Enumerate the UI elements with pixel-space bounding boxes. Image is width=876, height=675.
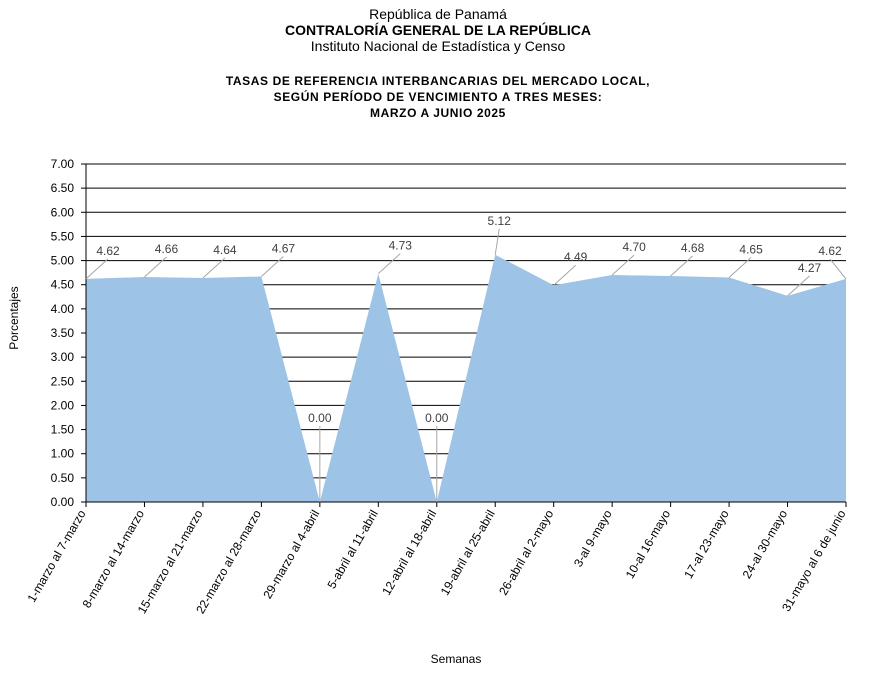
x-tick-label: 31-mayo al 6 de junio <box>779 507 849 614</box>
y-tick-label: 4.50 <box>51 278 75 292</box>
y-tick-label: 1.50 <box>51 423 75 437</box>
x-tick-label: 24-al 30-mayo <box>740 507 791 581</box>
x-tick-label: 10-al 16-mayo <box>623 507 674 581</box>
y-tick-label: 1.00 <box>51 447 75 461</box>
leader-line <box>553 264 577 286</box>
data-label: 4.49 <box>564 250 588 264</box>
chart-title-line-1: TASAS DE REFERENCIA INTERBANCARIAS DEL M… <box>225 74 651 88</box>
leader-line <box>829 258 847 280</box>
institution-heading: CONTRALORÍA GENERAL DE LA REPÚBLICA <box>285 22 591 38</box>
area-series <box>86 254 846 502</box>
chart-title-line-2: SEGÚN PERÍODO DE VENCIMIENTO A TRES MESE… <box>273 90 603 104</box>
x-tick-label: 8-marzo al 14-marzo <box>80 507 148 610</box>
data-label: 5.12 <box>488 214 512 228</box>
data-label: 4.73 <box>389 239 413 253</box>
x-tick-label: 1-marzo al 7-marzo <box>24 507 88 604</box>
x-tick-label: 19-abril al 25-abril <box>438 508 498 598</box>
leader-line <box>611 254 635 276</box>
institute-heading: Instituto Nacional de Estadística y Cens… <box>310 38 566 54</box>
leader-line <box>261 256 284 277</box>
data-label: 4.27 <box>798 261 822 275</box>
y-tick-label: 3.50 <box>51 326 75 340</box>
data-labels: 4.62 4.66 4.64 4.67 0.00 4.73 0.00 5.12 4.49 4.70… <box>85 214 847 502</box>
x-tick-label: 22-marzo al 28-marzo <box>193 507 264 616</box>
y-tick-label: 4.00 <box>51 302 75 316</box>
country-heading: República de Panamá <box>369 6 507 22</box>
data-area <box>86 254 846 502</box>
x-axis-label: Semanas <box>431 652 482 666</box>
y-tick-label: 6.00 <box>51 205 75 219</box>
data-label: 4.70 <box>622 240 646 254</box>
data-label: 4.66 <box>155 242 179 256</box>
x-tick-label: 12-abril al 18-abril <box>379 508 439 598</box>
leader-line <box>377 253 401 274</box>
y-tick-label: 5.50 <box>51 229 75 243</box>
y-tick-label: 2.00 <box>51 398 75 412</box>
leader-line <box>728 257 752 278</box>
data-label: 0.00 <box>308 411 332 425</box>
chart-title-line-3: MARZO A JUNIO 2025 <box>370 106 506 120</box>
leader-line <box>85 258 109 280</box>
x-tick-label: 3-al 9-mayo <box>571 507 615 569</box>
x-tick-label: 15-marzo al 21-marzo <box>135 507 206 616</box>
leader-line <box>670 255 693 277</box>
x-tick-label: 5-abril al 11-abril <box>325 508 381 592</box>
y-tick-label: 7.00 <box>51 157 75 171</box>
data-label: 4.67 <box>272 242 296 256</box>
x-tick-label: 17-al 23-mayo <box>681 507 732 581</box>
y-tick-label: 0.50 <box>51 471 75 485</box>
leader-line <box>202 257 226 279</box>
data-label: 4.68 <box>681 241 705 255</box>
data-label: 4.62 <box>818 244 842 258</box>
y-tick-label: 0.00 <box>51 495 75 509</box>
y-tick-label: 5.00 <box>51 254 75 268</box>
y-tick-label: 6.50 <box>51 181 75 195</box>
y-tick-label: 3.00 <box>51 350 75 364</box>
data-label: 4.62 <box>96 244 120 258</box>
x-tick-label: 26-abril al 2-mayo <box>496 507 556 597</box>
data-label: 4.65 <box>739 242 763 256</box>
data-label: 0.00 <box>425 411 449 425</box>
x-tick-label: 29-marzo al 4-abril <box>260 508 322 602</box>
data-label: 4.64 <box>213 243 237 257</box>
leader-line <box>787 275 810 297</box>
y-tick-label: 2.50 <box>51 374 75 388</box>
y-axis-label: Porcentajes <box>7 286 21 349</box>
leader-line <box>144 256 167 278</box>
leader-line <box>494 228 500 255</box>
